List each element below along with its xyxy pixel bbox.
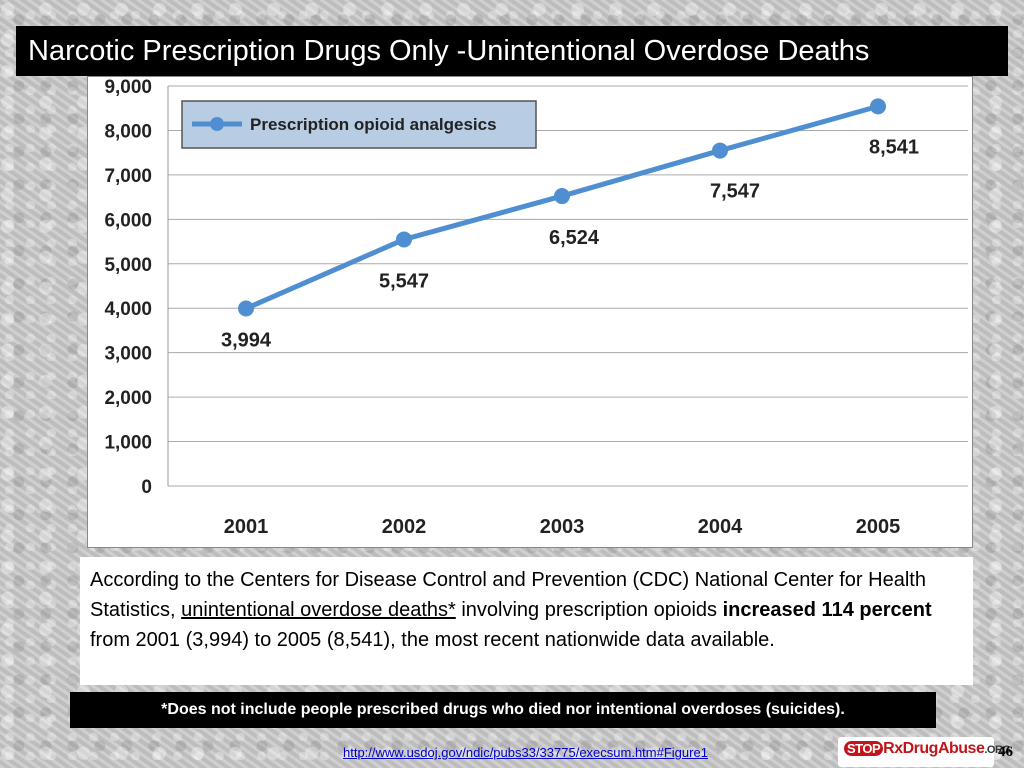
source-link[interactable]: http://www.usdoj.gov/ndic/pubs33/33775/e… xyxy=(343,745,708,760)
logo-stop: STOP xyxy=(844,741,884,756)
y-tick-label: 6,000 xyxy=(104,210,152,231)
data-label: 7,547 xyxy=(710,181,760,203)
data-point xyxy=(238,300,254,317)
y-tick-label: 1,000 xyxy=(104,433,152,454)
description-part1: According to the Centers for Disease Con… xyxy=(90,569,926,621)
x-tick-label: 2004 xyxy=(698,516,743,538)
stoprxdrugabuse-logo: STOP RxDrugAbuse.ORG xyxy=(838,737,1011,767)
x-tick-label: 2005 xyxy=(856,516,901,538)
description-text: According to the Centers for Disease Con… xyxy=(80,557,973,685)
y-tick-label: 3,000 xyxy=(104,344,152,365)
slide-title: Narcotic Prescription Drugs Only -Uninte… xyxy=(16,26,1008,76)
x-tick-label: 2001 xyxy=(224,516,269,538)
data-label: 8,541 xyxy=(869,136,919,158)
x-tick-label: 2002 xyxy=(382,516,427,538)
page-number: 46 xyxy=(998,744,1013,760)
data-label: 5,547 xyxy=(379,270,429,292)
description-bold: increased 114 percent xyxy=(722,599,932,621)
logo-name: RxDrugAbuse xyxy=(883,740,985,757)
description-part3: from 2001 (3,994) to 2005 (8,541), the m… xyxy=(90,629,775,651)
line-chart: 0 1,000 2,000 3,000 4,000 5,000 6,000 7,000 8,00… xyxy=(104,77,968,538)
y-tick-label: 7,000 xyxy=(104,166,152,187)
description-underlined: unintentional overdose deaths* xyxy=(181,599,456,621)
logo-org: .ORG xyxy=(984,744,1011,756)
y-tick-label: 4,000 xyxy=(104,299,152,320)
x-tick-label: 2003 xyxy=(540,516,585,538)
legend-label: Prescription opioid analgesics xyxy=(250,115,497,134)
y-tick-label: 9,000 xyxy=(104,77,152,98)
legend-marker xyxy=(210,117,224,131)
data-point xyxy=(870,98,886,115)
chart-panel: 0 1,000 2,000 3,000 4,000 5,000 6,000 7,000 8,00… xyxy=(87,76,973,548)
y-tick-label: 5,000 xyxy=(104,255,152,276)
data-point xyxy=(554,188,570,205)
footnote: *Does not include people prescribed drug… xyxy=(70,692,936,728)
data-point xyxy=(712,142,728,159)
data-label: 6,524 xyxy=(549,227,600,249)
y-tick-label: 8,000 xyxy=(104,121,152,142)
data-label: 3,994 xyxy=(221,329,272,351)
description-part2: involving prescription opioids xyxy=(455,599,723,621)
y-tick-label: 2,000 xyxy=(104,388,152,409)
y-tick-label: 0 xyxy=(141,477,152,498)
data-point xyxy=(396,231,412,248)
